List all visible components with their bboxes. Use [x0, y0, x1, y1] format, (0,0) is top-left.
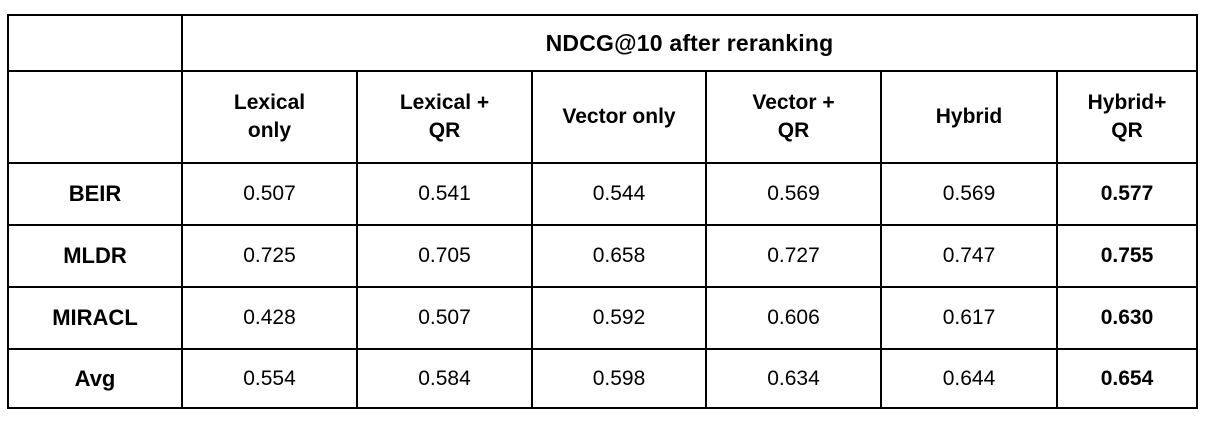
- cell-mldr-vector-qr: 0.727: [705, 224, 882, 288]
- row-label-miracl: MIRACL: [7, 286, 183, 350]
- col-header-hybrid-qr: Hybrid+ QR: [1056, 70, 1198, 164]
- cell-avg-hybrid: 0.644: [880, 348, 1058, 409]
- table-row-mldr: MLDR 0.725 0.705 0.658 0.727 0.747 0.755: [7, 224, 1198, 288]
- cell-beir-lexical-only: 0.507: [181, 162, 358, 226]
- cell-mldr-hybrid: 0.747: [880, 224, 1058, 288]
- cell-mldr-lexical-qr: 0.705: [356, 224, 533, 288]
- table-header-row: Lexical only Lexical + QR Vector only Ve…: [7, 70, 1198, 164]
- cell-avg-lexical-qr: 0.584: [356, 348, 533, 409]
- cell-mldr-vector-only: 0.658: [531, 224, 707, 288]
- corner-cell-top: [7, 14, 183, 72]
- cell-miracl-lexical-only: 0.428: [181, 286, 358, 350]
- cell-avg-lexical-only: 0.554: [181, 348, 358, 409]
- col-header-vector-only: Vector only: [531, 70, 707, 164]
- cell-miracl-vector-only: 0.592: [531, 286, 707, 350]
- cell-avg-vector-only: 0.598: [531, 348, 707, 409]
- cell-beir-vector-qr: 0.569: [705, 162, 882, 226]
- cell-beir-hybrid-qr: 0.577: [1056, 162, 1198, 226]
- cell-avg-hybrid-qr: 0.654: [1056, 348, 1198, 409]
- table-title: NDCG@10 after reranking: [181, 14, 1198, 72]
- cell-mldr-hybrid-qr: 0.755: [1056, 224, 1198, 288]
- ndcg-results-table: NDCG@10 after reranking Lexical only Lex…: [7, 14, 1198, 409]
- table-row-beir: BEIR 0.507 0.541 0.544 0.569 0.569 0.577: [7, 162, 1198, 226]
- cell-mldr-lexical-only: 0.725: [181, 224, 358, 288]
- col-header-vector-qr: Vector + QR: [705, 70, 882, 164]
- cell-miracl-vector-qr: 0.606: [705, 286, 882, 350]
- cell-avg-vector-qr: 0.634: [705, 348, 882, 409]
- table-title-row: NDCG@10 after reranking: [7, 14, 1198, 72]
- col-header-lexical-qr: Lexical + QR: [356, 70, 533, 164]
- cell-beir-hybrid: 0.569: [880, 162, 1058, 226]
- table-row-avg: Avg 0.554 0.584 0.598 0.634 0.644 0.654: [7, 348, 1198, 409]
- col-header-hybrid: Hybrid: [880, 70, 1058, 164]
- cell-miracl-hybrid-qr: 0.630: [1056, 286, 1198, 350]
- row-label-beir: BEIR: [7, 162, 183, 226]
- col-header-lexical-only: Lexical only: [181, 70, 358, 164]
- cell-miracl-hybrid: 0.617: [880, 286, 1058, 350]
- row-label-mldr: MLDR: [7, 224, 183, 288]
- cell-miracl-lexical-qr: 0.507: [356, 286, 533, 350]
- corner-cell-header: [7, 70, 183, 164]
- table-row-miracl: MIRACL 0.428 0.507 0.592 0.606 0.617 0.6…: [7, 286, 1198, 350]
- cell-beir-lexical-qr: 0.541: [356, 162, 533, 226]
- cell-beir-vector-only: 0.544: [531, 162, 707, 226]
- row-label-avg: Avg: [7, 348, 183, 409]
